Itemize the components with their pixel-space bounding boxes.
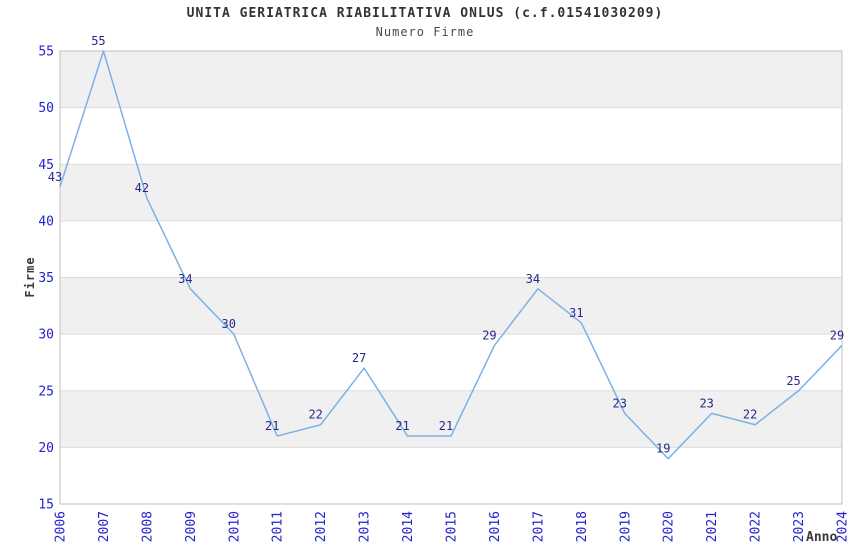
plot-band (60, 51, 842, 108)
data-point-label: 25 (786, 374, 800, 388)
y-tick-label: 40 (38, 214, 54, 229)
x-tick-label: 2013 (358, 511, 373, 542)
data-point-label: 22 (308, 408, 322, 422)
x-tick-label: 2009 (184, 511, 199, 542)
x-axis-label: Anno (806, 530, 838, 545)
plot-band (60, 334, 842, 391)
chart-subtitle: Numero Firme (375, 25, 475, 39)
plot-band (60, 107, 842, 165)
data-point-label: 27 (352, 351, 366, 365)
data-point-label: 55 (91, 34, 105, 48)
data-point-label: 30 (222, 317, 236, 331)
data-line (59, 50, 843, 460)
y-tick-label: 20 (38, 441, 54, 456)
x-tick-label: 2018 (575, 511, 590, 542)
data-point-label: 34 (526, 272, 540, 286)
x-tick-label: 2010 (227, 511, 242, 542)
data-point-label: 22 (743, 408, 757, 422)
x-tick-label: 2015 (445, 511, 460, 542)
data-point-label: 21 (395, 419, 409, 433)
data-point-label: 21 (265, 419, 279, 433)
x-tick-label: 2024 (836, 511, 850, 542)
x-tick-label: 2006 (54, 511, 69, 542)
x-tick-label: 2019 (618, 511, 633, 542)
x-tick-label: 2022 (749, 511, 764, 542)
x-tick-label: 2007 (97, 511, 112, 542)
y-tick-label: 55 (38, 45, 54, 60)
data-point-label: 23 (613, 396, 627, 410)
plot-band (60, 164, 842, 221)
y-tick-label: 15 (38, 498, 54, 513)
x-tick-label: 2012 (314, 511, 329, 542)
data-point-label: 21 (439, 419, 453, 433)
y-tick-label: 45 (38, 158, 54, 173)
plot-band (60, 447, 842, 504)
x-tick-label: 2023 (792, 511, 807, 542)
chart-title: UNITA GERIATRICA RIABILITATIVA ONLUS (c.… (186, 6, 664, 21)
x-tick-label: 2008 (140, 511, 155, 542)
x-tick-label: 2020 (662, 511, 677, 542)
x-tick-label: 2011 (271, 511, 286, 542)
data-point-label: 19 (656, 442, 670, 456)
plot-band (60, 220, 842, 278)
plot-band (60, 277, 842, 335)
x-tick-label: 2016 (488, 511, 503, 542)
y-tick-label: 35 (38, 271, 54, 286)
plot-border (59, 50, 843, 505)
data-point-label: 34 (178, 272, 192, 286)
data-point-label: 29 (830, 328, 844, 342)
x-tick-label: 2014 (401, 511, 416, 542)
x-tick-label: 2021 (705, 511, 720, 542)
plot-band (60, 390, 842, 448)
x-tick-label: 2017 (531, 511, 546, 542)
data-point-label: 29 (482, 328, 496, 342)
data-point-label: 23 (699, 396, 713, 410)
data-point-label: 31 (569, 306, 583, 320)
y-tick-label: 25 (38, 384, 54, 399)
y-tick-label: 50 (38, 101, 54, 116)
data-point-label: 43 (48, 170, 62, 184)
y-tick-label: 30 (38, 328, 54, 343)
data-point-label: 42 (135, 181, 149, 195)
